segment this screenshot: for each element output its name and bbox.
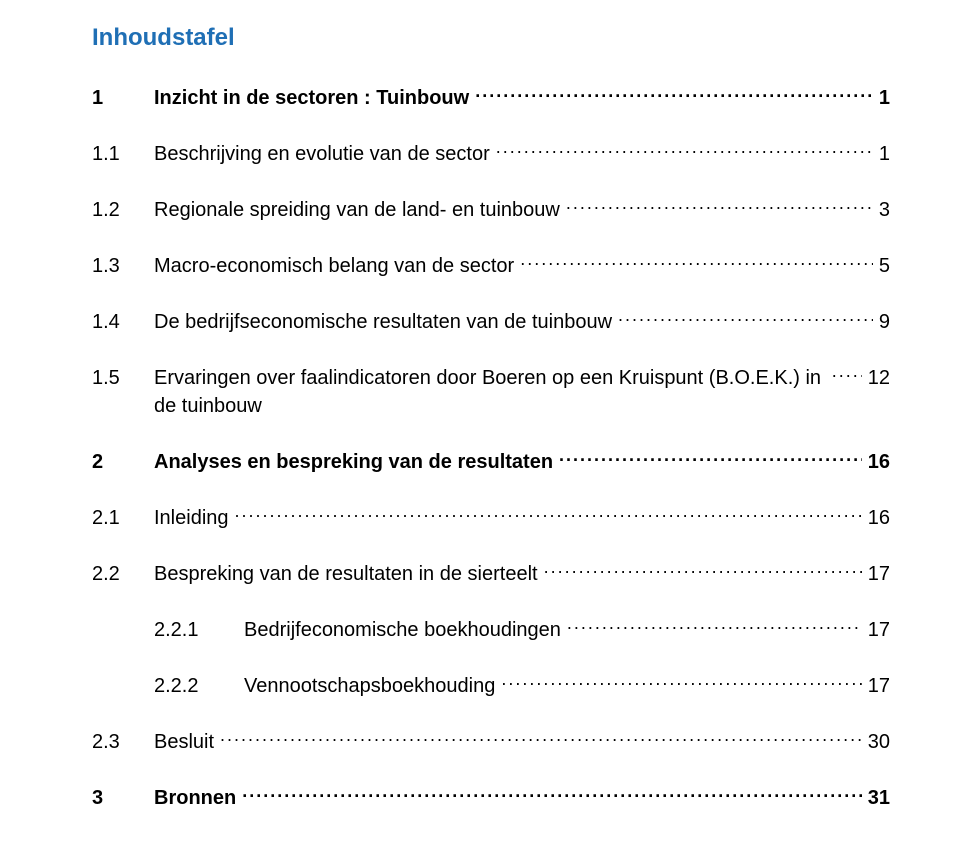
- table-of-contents: 1 Inzicht in de sectoren : Tuinbouw 1 1.…: [92, 80, 890, 812]
- toc-text: Bespreking van de resultaten in de siert…: [154, 560, 538, 588]
- toc-entry: 2.2 Bespreking van de resultaten in de s…: [92, 556, 890, 588]
- toc-page: 3: [879, 196, 890, 224]
- toc-leader: [475, 80, 873, 104]
- toc-page: 5: [879, 252, 890, 280]
- toc-entry: 2 Analyses en bespreking van de resultat…: [92, 444, 890, 476]
- toc-entry: 1.5 Ervaringen over faalindicatoren door…: [92, 360, 890, 420]
- toc-page: 17: [868, 560, 890, 588]
- toc-leader: [567, 612, 862, 636]
- toc-page: 17: [868, 616, 890, 644]
- toc-number: 1.3: [92, 252, 154, 280]
- toc-text: Bronnen: [154, 784, 236, 812]
- toc-text: Besluit: [154, 728, 214, 756]
- toc-page: 16: [868, 504, 890, 532]
- toc-number: 2.2.1: [154, 616, 244, 644]
- toc-entry: 1 Inzicht in de sectoren : Tuinbouw 1: [92, 80, 890, 112]
- toc-leader: [832, 360, 862, 384]
- toc-leader: [242, 780, 862, 804]
- toc-number: 2: [92, 448, 154, 476]
- toc-text: Bedrijfeconomische boekhoudingen: [244, 616, 561, 644]
- toc-page: 31: [868, 784, 890, 812]
- toc-page: 12: [868, 364, 890, 392]
- toc-entry: 1.2 Regionale spreiding van de land- en …: [92, 192, 890, 224]
- toc-text: De bedrijfseconomische resultaten van de…: [154, 308, 612, 336]
- toc-page: 16: [868, 448, 890, 476]
- toc-leader: [520, 248, 873, 272]
- toc-page: 30: [868, 728, 890, 756]
- toc-text: Vennootschapsboekhouding: [244, 672, 495, 700]
- toc-entry: 1.1 Beschrijving en evolutie van de sect…: [92, 136, 890, 168]
- toc-entry: 2.2.1 Bedrijfeconomische boekhoudingen 1…: [92, 612, 890, 644]
- toc-leader: [220, 724, 862, 748]
- toc-number: 1.5: [92, 364, 154, 392]
- toc-number: 1: [92, 84, 154, 112]
- toc-leader: [566, 192, 873, 216]
- toc-leader: [618, 304, 873, 328]
- toc-entry: 1.3 Macro-economisch belang van de secto…: [92, 248, 890, 280]
- toc-number: 2.3: [92, 728, 154, 756]
- toc-entry: 1.4 De bedrijfseconomische resultaten va…: [92, 304, 890, 336]
- toc-leader: [501, 668, 861, 692]
- toc-page: 9: [879, 308, 890, 336]
- toc-text: Ervaringen over faalindicatoren door Boe…: [154, 364, 826, 420]
- toc-entry: 2.1 Inleiding 16: [92, 500, 890, 532]
- toc-page: 17: [868, 672, 890, 700]
- toc-leader: [544, 556, 862, 580]
- toc-page: 1: [879, 84, 890, 112]
- toc-text: Inleiding: [154, 504, 229, 532]
- toc-leader: [235, 500, 862, 524]
- toc-number: 2.2: [92, 560, 154, 588]
- toc-entry: 3 Bronnen 31: [92, 780, 890, 812]
- toc-leader: [496, 136, 873, 160]
- toc-entry: 2.3 Besluit 30: [92, 724, 890, 756]
- toc-page: 1: [879, 140, 890, 168]
- toc-number: 2.2.2: [154, 672, 244, 700]
- toc-text: Beschrijving en evolutie van de sector: [154, 140, 490, 168]
- toc-text: Macro-economisch belang van de sector: [154, 252, 514, 280]
- toc-number: 2.1: [92, 504, 154, 532]
- toc-number: 1.2: [92, 196, 154, 224]
- page: Inhoudstafel 1 Inzicht in de sectoren : …: [0, 0, 960, 860]
- page-title: Inhoudstafel: [92, 24, 890, 52]
- toc-text: Inzicht in de sectoren : Tuinbouw: [154, 84, 469, 112]
- toc-leader: [559, 444, 862, 468]
- toc-text: Regionale spreiding van de land- en tuin…: [154, 196, 560, 224]
- toc-number: 3: [92, 784, 154, 812]
- toc-entry: 2.2.2 Vennootschapsboekhouding 17: [92, 668, 890, 700]
- toc-number: 1.4: [92, 308, 154, 336]
- toc-text: Analyses en bespreking van de resultaten: [154, 448, 553, 476]
- toc-number: 1.1: [92, 140, 154, 168]
